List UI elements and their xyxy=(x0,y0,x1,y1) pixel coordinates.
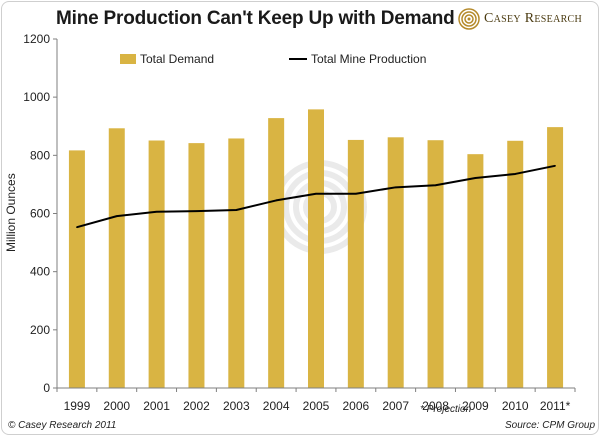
bar-total-demand xyxy=(507,140,524,388)
bar-total-demand xyxy=(148,140,165,388)
x-tick-label: 1999 xyxy=(64,399,91,413)
x-tick-label: 2003 xyxy=(223,399,250,413)
x-tick-label: 2010 xyxy=(502,399,529,413)
bar-total-demand xyxy=(228,138,245,388)
point-total-mine-production xyxy=(514,173,517,175)
bar-total-demand xyxy=(68,150,85,388)
page-title: Mine Production Can't Keep Up with Deman… xyxy=(56,8,455,29)
y-tick-label: 200 xyxy=(30,323,50,337)
y-tick-label: 600 xyxy=(30,207,50,221)
legend-swatch-total-demand xyxy=(120,54,136,64)
brand: Casey Research xyxy=(458,6,582,32)
source-note: Source: CPM Group xyxy=(505,420,596,431)
y-tick-label: 800 xyxy=(30,148,50,162)
point-total-mine-production xyxy=(434,184,437,187)
projection-note: * Projection xyxy=(420,404,472,415)
y-tick-label: 1000 xyxy=(23,90,50,104)
point-total-mine-production xyxy=(394,186,397,189)
x-tick-label: 2008 xyxy=(422,399,449,413)
point-total-mine-production xyxy=(76,226,78,228)
x-tick-label: 2001 xyxy=(143,399,170,413)
bar-total-demand xyxy=(188,143,205,388)
x-tick-label: 2005 xyxy=(303,399,330,413)
bar-total-demand xyxy=(547,127,564,388)
legend-label-total-demand: Total Demand xyxy=(140,52,214,66)
x-tick-label: 2007 xyxy=(382,399,409,413)
point-total-mine-production xyxy=(155,210,158,213)
bar-total-demand xyxy=(347,139,364,388)
point-total-mine-production xyxy=(115,215,118,217)
x-tick-label: 2002 xyxy=(183,399,210,413)
point-total-mine-production xyxy=(474,177,477,179)
point-total-mine-production xyxy=(275,199,277,202)
y-tick-label: 1200 xyxy=(23,32,50,46)
bar-total-demand xyxy=(108,128,125,388)
brand-name: Casey Research xyxy=(484,11,583,26)
bar-total-demand xyxy=(268,118,285,389)
x-tick-label: 2009 xyxy=(462,399,489,413)
copyright-text: © Casey Research 2011 xyxy=(8,420,117,431)
y-tick-label: 0 xyxy=(43,381,50,395)
point-total-mine-production xyxy=(554,165,556,167)
x-tick-label: 2004 xyxy=(263,399,290,413)
point-total-mine-production xyxy=(235,209,238,211)
legend-label-total-mine-production: Total Mine Production xyxy=(311,52,426,66)
x-tick-label: 2011* xyxy=(540,399,571,413)
bar-total-demand xyxy=(308,109,324,389)
point-total-mine-production xyxy=(195,210,198,212)
x-tick-label: 2000 xyxy=(103,399,130,413)
x-tick-label: 2006 xyxy=(342,399,369,413)
casey-research-logo-icon xyxy=(458,8,480,30)
bar-total-demand xyxy=(467,154,484,388)
point-total-mine-production xyxy=(355,192,357,195)
bar-total-demand xyxy=(387,137,404,388)
y-tick-label: 400 xyxy=(30,265,50,279)
point-total-mine-production xyxy=(315,192,317,195)
bar-total-demand xyxy=(427,140,444,388)
